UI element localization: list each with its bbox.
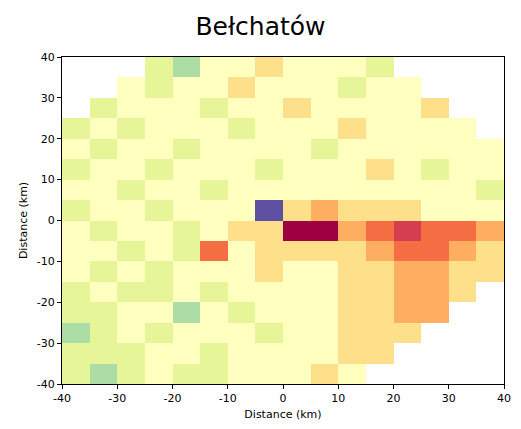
svg-text:Distance (km): Distance (km) (17, 182, 30, 259)
svg-text:40: 40 (497, 392, 511, 405)
svg-text:30: 30 (442, 392, 456, 405)
svg-text:20: 20 (387, 392, 401, 405)
svg-text:40: 40 (41, 51, 55, 64)
svg-text:-20: -20 (37, 296, 55, 309)
svg-text:20: 20 (41, 133, 55, 146)
svg-text:0: 0 (48, 214, 55, 227)
svg-text:30: 30 (41, 92, 55, 105)
svg-text:-10: -10 (37, 255, 55, 268)
svg-text:-40: -40 (53, 392, 71, 405)
svg-text:-10: -10 (219, 392, 237, 405)
svg-text:Bełchatów: Bełchatów (195, 12, 325, 41)
svg-text:-30: -30 (37, 337, 55, 350)
svg-text:-30: -30 (108, 392, 126, 405)
svg-text:10: 10 (331, 392, 345, 405)
svg-text:-40: -40 (37, 378, 55, 391)
svg-text:10: 10 (41, 173, 55, 186)
svg-text:Distance (km): Distance (km) (244, 408, 321, 421)
svg-text:-20: -20 (164, 392, 182, 405)
svg-text:0: 0 (280, 392, 287, 405)
